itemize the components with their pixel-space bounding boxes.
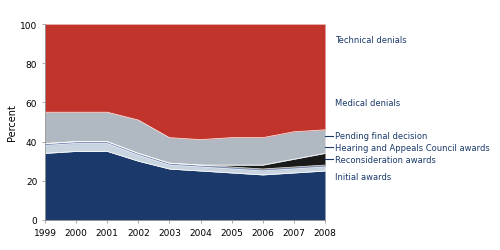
Text: Technical denials: Technical denials: [335, 36, 406, 45]
Text: Hearing and Appeals Council awards: Hearing and Appeals Council awards: [335, 143, 490, 152]
Text: Reconsideration awards: Reconsideration awards: [335, 155, 436, 164]
Y-axis label: Percent: Percent: [8, 104, 18, 141]
Text: Pending final decision: Pending final decision: [335, 132, 428, 141]
Text: Initial awards: Initial awards: [335, 172, 391, 182]
Text: Medical denials: Medical denials: [335, 98, 400, 108]
